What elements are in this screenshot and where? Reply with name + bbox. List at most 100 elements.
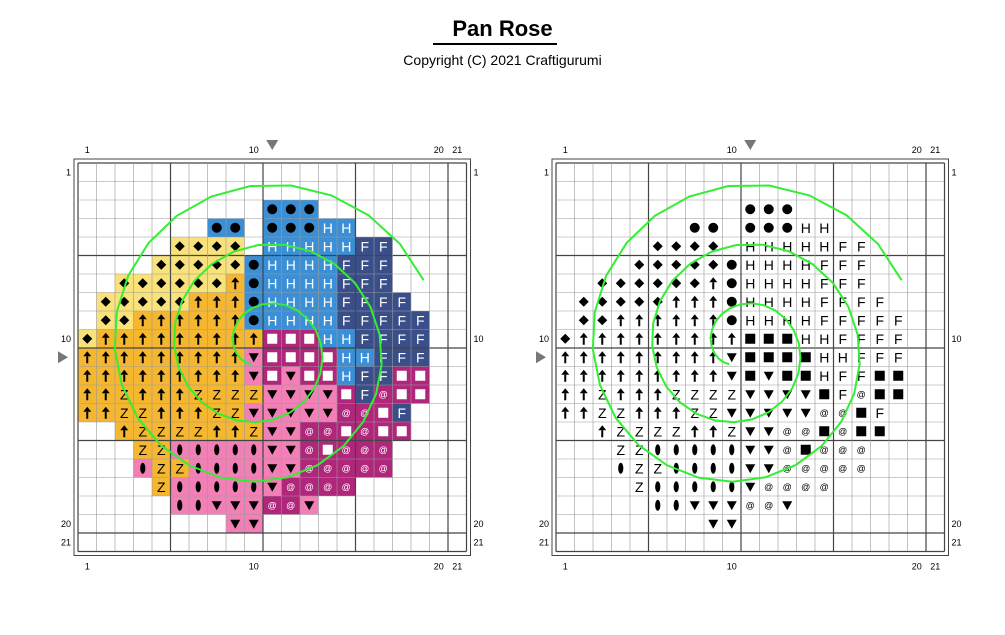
triangle-symbol [285, 371, 296, 381]
diamond-symbol [137, 278, 148, 289]
letter-symbol: F [342, 275, 351, 291]
arrow-head-symbol [175, 351, 184, 357]
square-symbol [285, 352, 296, 363]
arrow-stem-symbol [601, 337, 604, 345]
circle-symbol [726, 315, 737, 326]
letter-symbol: H [782, 275, 792, 291]
diamond-symbol [578, 315, 589, 326]
diamond-symbol [652, 241, 663, 252]
arrow-stem-symbol [638, 374, 641, 382]
arrow-head-symbol [635, 406, 644, 412]
circle-symbol [248, 296, 259, 307]
chart-frame [73, 158, 471, 556]
letter-symbol: H [764, 257, 774, 273]
diamond-symbol [671, 259, 682, 270]
circle-symbol [248, 259, 259, 270]
arrow-stem-symbol [712, 430, 715, 438]
letter-symbol: H [819, 238, 829, 254]
letter-symbol: Z [616, 405, 625, 421]
letter-symbol: F [379, 238, 388, 254]
arrow-head-symbol [672, 406, 681, 412]
oval-symbol [618, 462, 624, 474]
square-symbol [322, 370, 333, 381]
oval-symbol [729, 481, 735, 493]
triangle-symbol [782, 408, 793, 418]
arrow-stem-symbol [104, 356, 107, 364]
letter-symbol: Z [138, 423, 147, 439]
diamond-symbol [689, 241, 700, 252]
arrow-head-symbol [690, 332, 699, 338]
letter-symbol: F [820, 257, 829, 273]
stitch-fill [411, 348, 430, 367]
circle-symbol [248, 315, 259, 326]
square-symbol [819, 426, 830, 437]
stitch-fill [337, 366, 356, 385]
square-symbol [800, 370, 811, 381]
stitch-fill [300, 292, 319, 311]
stitch-fill [392, 403, 411, 422]
arrow-head-symbol [138, 314, 147, 320]
oval-symbol [177, 481, 183, 493]
triangle-symbol [211, 501, 222, 511]
stitch-fill [337, 477, 356, 496]
letter-symbol: H [782, 294, 792, 310]
letter-symbol: F [397, 331, 406, 347]
center-marker-top [744, 140, 757, 150]
stitch-fill [392, 329, 411, 348]
axis-number: 10 [952, 334, 962, 344]
axis-number: 10 [249, 562, 259, 572]
triangle-symbol [285, 445, 296, 455]
arrow-stem-symbol [252, 337, 255, 345]
stitch-fill [355, 274, 374, 293]
axis-number: 10 [727, 145, 737, 155]
arrow-stem-symbol [234, 356, 237, 364]
arrow-stem-symbol [656, 319, 659, 327]
arrow-stem-symbol [104, 393, 107, 401]
arrow-stem-symbol [638, 337, 641, 345]
triangle-symbol [248, 501, 259, 511]
axis-number: 10 [727, 562, 737, 572]
stitch-fill [355, 311, 374, 330]
triangle-symbol [285, 464, 296, 474]
arrow-head-symbol [194, 295, 203, 301]
letter-symbol: Z [138, 442, 147, 458]
letter-symbol: @ [342, 408, 351, 418]
axis-number: 1 [474, 167, 479, 177]
diamond-symbol [174, 278, 185, 289]
triangle-symbol [304, 408, 315, 418]
triangle-symbol [745, 408, 756, 418]
arrow-stem-symbol [141, 337, 144, 345]
letter-symbol: Z [727, 386, 736, 402]
diamond-symbol [634, 296, 645, 307]
letter-symbol: @ [360, 426, 369, 436]
letter-symbol: @ [820, 482, 829, 492]
letter-symbol: F [894, 331, 903, 347]
letter-symbol: Z [672, 386, 681, 402]
letter-symbol: Z [231, 386, 240, 402]
arrow-head-symbol [579, 332, 588, 338]
letter-symbol: H [267, 275, 277, 291]
arrow-head-symbol [616, 388, 625, 394]
letter-symbol: Z [120, 405, 129, 421]
letter-symbol: Z [635, 423, 644, 439]
oval-symbol [214, 481, 220, 493]
letter-symbol: F [379, 294, 388, 310]
letter-symbol: H [267, 257, 277, 273]
stitch-fill [355, 255, 374, 274]
letter-symbol: H [341, 331, 351, 347]
letter-symbol: @ [360, 445, 369, 455]
diamond-symbol [634, 278, 645, 289]
letter-symbol: H [286, 312, 296, 328]
letter-symbol: Z [249, 386, 258, 402]
stitch-fill [300, 477, 319, 496]
letter-symbol: F [379, 349, 388, 365]
letter-symbol: Z [690, 386, 699, 402]
stitch-fill [152, 477, 171, 496]
stitch-fill [170, 459, 189, 478]
oval-symbol [232, 481, 238, 493]
axis-number: 20 [434, 562, 444, 572]
arrow-stem-symbol [141, 393, 144, 401]
letter-symbol: F [379, 257, 388, 273]
arrow-head-symbol [635, 369, 644, 375]
square-symbol [856, 407, 867, 418]
